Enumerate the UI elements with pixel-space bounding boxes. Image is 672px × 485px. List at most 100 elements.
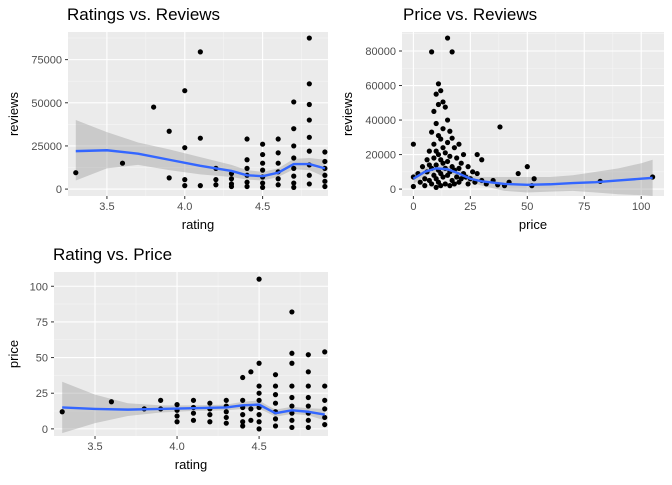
plot-title: Rating vs. Price: [53, 245, 172, 264]
data-point: [322, 397, 328, 403]
data-point: [213, 182, 219, 188]
data-point: [272, 400, 279, 406]
smooth-line: [62, 403, 325, 416]
data-point: [272, 423, 279, 429]
data-point: [190, 410, 197, 416]
y-tick-label: 50000: [31, 98, 62, 110]
x-axis-label: rating: [182, 217, 215, 232]
data-point: [322, 183, 328, 190]
data-point: [289, 309, 295, 315]
data-point: [223, 420, 229, 426]
data-point: [190, 417, 197, 423]
data-point: [474, 151, 480, 158]
y-axis-label: reviews: [340, 91, 355, 136]
data-point: [272, 383, 279, 389]
x-tick-label: 75: [578, 201, 590, 213]
data-point: [431, 141, 437, 147]
data-point: [289, 417, 295, 423]
data-point: [305, 369, 311, 375]
data-point: [322, 383, 328, 389]
data-point: [424, 157, 430, 163]
data-point: [275, 160, 281, 166]
data-point: [289, 410, 295, 416]
data-point: [322, 414, 328, 421]
x-tick-label: 3.5: [87, 441, 102, 453]
data-point: [248, 369, 254, 375]
data-point: [465, 164, 471, 170]
data-point: [119, 160, 126, 166]
confidence-band: [75, 120, 325, 181]
data-point: [289, 350, 295, 356]
data-point: [456, 165, 462, 171]
data-point: [174, 413, 180, 419]
data-point: [435, 101, 442, 108]
data-point: [438, 88, 444, 94]
data-point: [435, 151, 442, 158]
y-tick-label: 25000: [31, 141, 62, 153]
x-tick-label: 25: [464, 201, 476, 213]
data-point: [447, 128, 453, 134]
data-point: [449, 135, 455, 141]
data-point: [197, 49, 203, 55]
data-point: [256, 426, 262, 432]
data-point: [166, 175, 172, 181]
data-point: [223, 409, 229, 415]
data-point: [291, 184, 297, 190]
data-point: [275, 176, 281, 182]
data-point: [190, 397, 197, 403]
data-point: [182, 145, 188, 151]
plot-title: Ratings vs. Reviews: [67, 5, 220, 24]
data-point: [260, 151, 266, 158]
data-point: [256, 276, 262, 282]
data-point: [256, 390, 262, 396]
data-point: [244, 165, 250, 171]
data-point: [306, 35, 312, 41]
y-axis-label: price: [6, 340, 21, 368]
y-tick-label: 50: [36, 353, 48, 365]
data-point: [291, 126, 297, 132]
data-point: [260, 167, 266, 173]
data-point: [460, 151, 467, 158]
data-point: [256, 412, 262, 418]
y-tick-label: 25: [36, 388, 48, 400]
x-tick-label: 4.0: [169, 441, 184, 453]
data-point: [444, 158, 451, 165]
data-point: [444, 139, 451, 146]
data-point: [322, 421, 328, 428]
data-point: [182, 177, 188, 183]
data-point: [256, 397, 262, 403]
smooth-line: [75, 149, 326, 178]
data-point: [438, 183, 444, 189]
data-point: [515, 170, 521, 177]
data-point: [410, 183, 416, 190]
data-point: [440, 126, 446, 132]
data-point: [260, 184, 266, 190]
data-point: [305, 394, 311, 401]
data-point: [260, 160, 266, 166]
data-point: [440, 160, 446, 166]
data-point: [272, 416, 279, 422]
data-point: [306, 172, 312, 178]
data-point: [59, 409, 65, 415]
data-point: [454, 155, 460, 161]
y-tick-label: 100: [30, 281, 48, 293]
y-tick-label: 75000: [31, 55, 62, 67]
data-point: [465, 181, 471, 187]
plot-area: [73, 35, 328, 190]
data-point: [248, 406, 254, 412]
data-point: [291, 165, 297, 171]
data-point: [479, 157, 485, 163]
data-point: [447, 153, 453, 159]
x-tick-label: 50: [521, 201, 533, 213]
data-point: [524, 164, 530, 170]
data-point: [417, 179, 423, 185]
data-point: [275, 136, 281, 142]
data-point: [451, 145, 457, 151]
data-point: [422, 183, 428, 189]
plot-area: [59, 276, 328, 434]
data-point: [240, 374, 246, 381]
data-point: [433, 120, 439, 127]
data-point: [260, 141, 266, 147]
data-point: [291, 155, 297, 161]
data-point: [451, 181, 457, 187]
